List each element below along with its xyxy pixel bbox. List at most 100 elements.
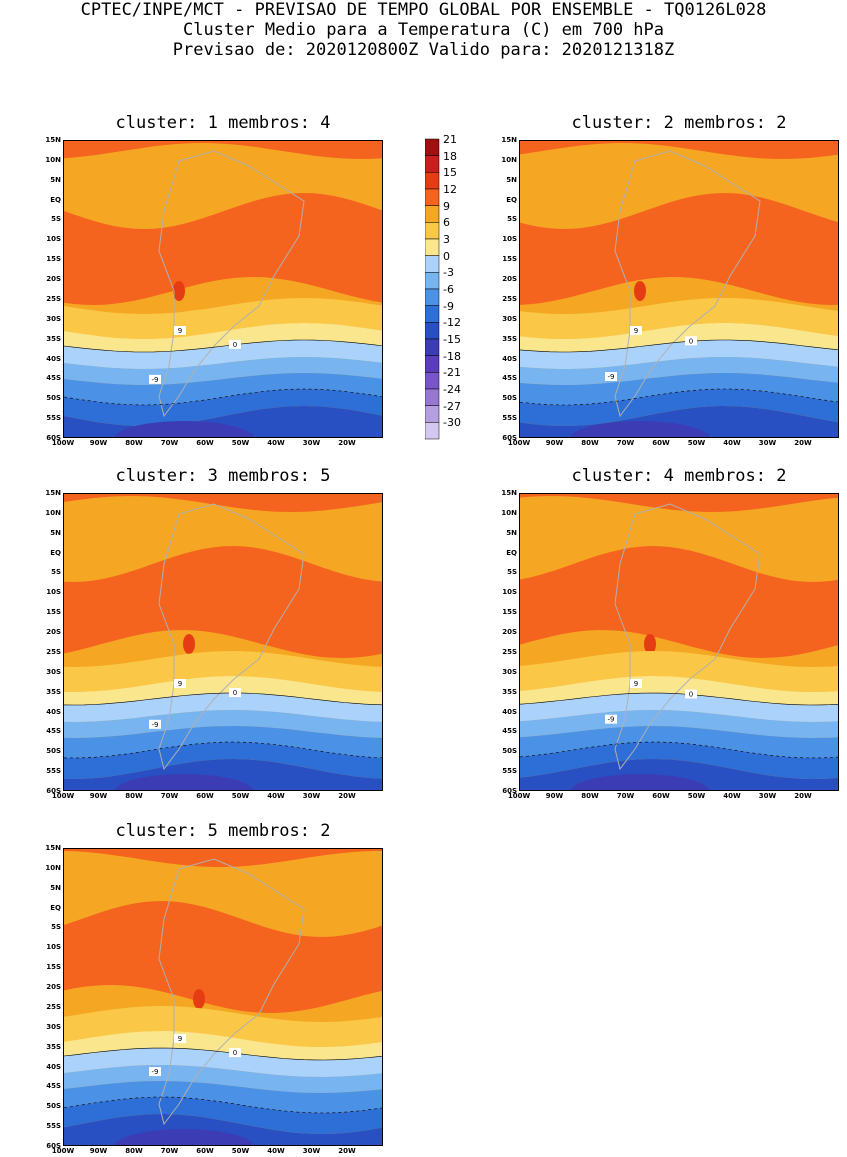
map-graphic: 9 0 -9 (64, 141, 382, 437)
longitude-tick-label: 90W (89, 1147, 108, 1155)
header-line-3: Previsao de: 2020120800Z Valido para: 20… (172, 40, 675, 60)
colorbar-segment (425, 322, 440, 340)
temp-band-neg9 (64, 1097, 382, 1134)
temp-band-6 (64, 298, 382, 339)
longitude-tick-label: 50W (231, 792, 250, 800)
latitude-tick-label: 20S (46, 628, 61, 637)
colorbar-segment (425, 238, 440, 256)
contour-label: 9 (178, 327, 182, 335)
contour-label-box (149, 1067, 161, 1077)
temperature-map-2: 9 0 -9 (519, 140, 839, 438)
latitude-tick-label: 20S (502, 628, 517, 637)
latitude-tick-label: 10S (502, 235, 517, 244)
temperature-map-5: 9 0 -9 (63, 848, 383, 1146)
contour-label-box (685, 689, 697, 699)
colorbar-level-label: -3 (443, 266, 454, 280)
contour-label-box (229, 339, 241, 349)
latitude-tick-label: 45S (46, 374, 61, 383)
longitude-tick-label: 100W (507, 439, 531, 447)
latitude-tick-label: 15N (501, 136, 517, 144)
temp-band-neg3 (64, 710, 382, 738)
continent-outline (614, 150, 761, 418)
latitude-tick-label: 40S (46, 354, 61, 363)
temp-band-12-north (520, 141, 838, 159)
latitude-tick-label: 10S (46, 235, 61, 244)
colorbar-level-label: -9 (443, 299, 454, 313)
longitude-tick-label: 80W (125, 439, 143, 447)
longitude-tick-label: 40W (723, 439, 741, 447)
continent-outline (158, 858, 305, 1126)
latitude-tick-label: 20S (46, 275, 61, 284)
longitude-tick-label: 50W (687, 792, 706, 800)
latitude-tick-label: 5S (51, 215, 61, 224)
contour-label-box (630, 326, 642, 335)
colorbar-segment (425, 372, 440, 390)
latitude-tick-label: 35S (46, 1042, 61, 1051)
latitude-tick-label: 15S (502, 255, 517, 264)
temp-band-neg3 (64, 357, 382, 385)
colorbar-level-label: -15 (443, 333, 461, 346)
contour-label: 0 (233, 689, 237, 697)
latitude-tick-label: 35S (502, 334, 517, 343)
colorbar-segment (425, 355, 440, 373)
longitude-tick-label: 30W (302, 439, 321, 447)
latitude-tick-label: 30S (46, 314, 61, 323)
contour-label: 0 (233, 1049, 237, 1057)
latitude-tick-label: EQ (506, 195, 517, 204)
longitude-tick-label: 80W (581, 439, 599, 447)
contour-label-box (630, 679, 642, 688)
latitude-tick-label: 50S (46, 394, 61, 403)
temp-band-6 (520, 298, 838, 339)
colorbar: 21 18 15 12 9 6 3 0 -3 -6 -9 -12 -15 -18 -21 -24 -27 -30 (425, 133, 485, 444)
temp-band-neg6 (64, 1081, 382, 1113)
colorbar-level-label: -27 (443, 399, 461, 413)
latitude-tick-label: 30S (46, 1022, 61, 1031)
latitude-tick-label: 5S (51, 923, 61, 932)
colorbar-level-label: 3 (443, 233, 450, 246)
latitude-tick-label: 55S (502, 767, 517, 776)
temp-core-neg15 (114, 1129, 254, 1145)
continent-outline (158, 503, 305, 771)
colorbar-level-label: 9 (443, 199, 450, 213)
temp-band-6 (64, 651, 382, 692)
latitude-tick-label: EQ (50, 903, 61, 912)
latitude-tick-label: 20S (46, 983, 61, 992)
longitude-tick-label: 20W (338, 792, 356, 800)
temp-core-neg15 (570, 421, 710, 437)
longitude-tick-label: 50W (231, 1147, 250, 1155)
contour-label-box (605, 714, 617, 724)
temp-band-0 (520, 340, 838, 369)
contour-label: 0 (233, 341, 237, 349)
latitude-tick-label: EQ (50, 548, 61, 557)
colorbar-segment (425, 422, 440, 440)
contour-0 (520, 692, 838, 706)
contour-label-box (229, 1048, 241, 1058)
longitude-tick-label: 100W (51, 439, 75, 447)
contour-label-box (149, 719, 161, 729)
latitude-tick-label: 55S (46, 767, 61, 776)
temp-band-neg6 (520, 726, 838, 758)
contour-label-box (229, 688, 241, 698)
temp-band-12 (520, 546, 838, 658)
colorbar-segment (425, 155, 440, 173)
latitude-tick-label: EQ (506, 548, 517, 557)
contour-label: 9 (634, 680, 638, 688)
colorbar-level-label: 0 (443, 249, 450, 263)
longitude-tick-label: 30W (302, 792, 321, 800)
colorbar-level-label: -6 (443, 283, 454, 296)
contour-label-box (685, 336, 697, 346)
longitude-tick-label: 70W (616, 439, 635, 447)
panel-title-1: cluster: 1 membros: 4 (115, 113, 331, 133)
contour-0 (64, 339, 382, 353)
longitude-tick-label: 40W (267, 792, 285, 800)
latitude-tick-label: 10N (501, 155, 517, 164)
latitude-tick-label: 60S (502, 434, 517, 442)
latitude-tick-label: EQ (50, 195, 61, 204)
latitude-tick-label: 25S (46, 294, 61, 303)
contour-label: -9 (608, 716, 615, 724)
temp-band-neg9 (520, 389, 838, 426)
header-line-2: Cluster Medio para a Temperatura (C) em … (182, 20, 665, 40)
colorbar-segment (425, 188, 440, 206)
temp-band-12 (64, 193, 382, 305)
contour-0 (64, 692, 382, 706)
